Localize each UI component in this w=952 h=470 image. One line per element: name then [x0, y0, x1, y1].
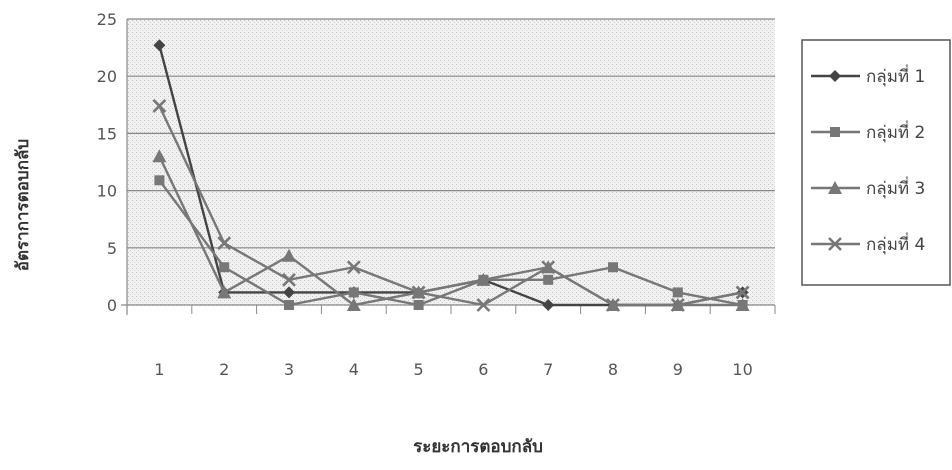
legend-marker-1: [829, 70, 841, 82]
x-tick-label-7: 7: [543, 360, 553, 379]
legend-marker-4-stroke-b: [828, 237, 842, 251]
series-2-point-8: [608, 262, 618, 273]
series-2-point-2: [219, 262, 230, 273]
x-tick-label-3: 3: [284, 360, 294, 379]
series-4-point-8: [606, 298, 620, 312]
plot-area: [127, 19, 775, 305]
series-3-point-4: [346, 298, 361, 311]
y-tick-label-5: 5: [107, 239, 117, 258]
plot-background: [127, 19, 775, 305]
gridlines: [127, 18, 775, 249]
y-tick-label-25: 25: [97, 10, 117, 29]
x-axis-title: ระยะการตอบกลับ: [413, 437, 543, 457]
legend-label-3: กลุ่มที่ 3: [866, 176, 925, 199]
x-tick-label-1: 1: [154, 360, 164, 379]
series-4-point-5: [411, 285, 426, 300]
legend: กลุ่มที่ 1 กลุ่มที่ 2 กลุ่มที่ 3 กลุ่มที่ 4: [801, 39, 951, 286]
legend-label-2: กลุ่มที่ 2: [866, 120, 925, 143]
series-4-point-10-stroke-b: [735, 285, 750, 300]
x-tick-labels: 1 2 3 4 5 6 7 8 9 10: [154, 360, 752, 379]
series-4-point-5-stroke-b: [411, 285, 426, 300]
series-2-point-9: [672, 287, 683, 298]
x-tick-label-2: 2: [219, 360, 229, 379]
series-2-point-3: [284, 300, 294, 310]
series-layer: [152, 39, 750, 312]
series-2-line: [158, 179, 743, 307]
series-3-point-10: [735, 298, 750, 311]
legend-label-4: กลุ่มที่ 4: [866, 232, 925, 255]
series-4-point-9: [670, 298, 685, 312]
series-3-point-6: [476, 272, 491, 286]
series-1-point-1: [153, 39, 166, 52]
legend-label-1: กลุ่มที่ 1: [866, 64, 925, 87]
legend-marker-4: [828, 237, 842, 251]
series-4-point-4: [346, 260, 361, 275]
series-4-point-2-stroke-b: [217, 236, 232, 251]
series-4-point-10: [735, 285, 750, 300]
legend-entry-1: กลุ่มที่ 1: [811, 64, 925, 87]
series-3-point-2: [217, 285, 232, 299]
y-tick-label-0: 0: [107, 296, 117, 315]
series-4-point-1: [152, 99, 167, 113]
series-4-point-7-stroke-b: [541, 260, 556, 275]
legend-entry-4: กลุ่มที่ 4: [811, 232, 925, 255]
series-4-point-9-stroke-b: [670, 298, 685, 312]
y-tick-label-10: 10: [97, 182, 117, 201]
series-4-point-1-stroke-b: [152, 99, 167, 113]
y-tick-label-15: 15: [97, 124, 117, 143]
series-4-point-2: [217, 236, 232, 251]
legend-entry-3: กลุ่มที่ 3: [811, 176, 925, 199]
legend-entry-2: กลุ่มที่ 2: [811, 120, 925, 143]
x-tick-label-5: 5: [414, 360, 424, 379]
series-4-line: [158, 105, 743, 307]
series-2-point-5: [413, 300, 424, 310]
series-2-point-1: [154, 175, 165, 186]
legend-marker-2: [830, 127, 840, 137]
series-4: [152, 99, 750, 312]
x-tick-label-6: 6: [478, 360, 488, 379]
legend-marker-3: [828, 181, 842, 194]
x-tick-label-4: 4: [349, 360, 359, 379]
series-4-point-4-stroke-b: [346, 260, 361, 275]
series-2-point-7: [543, 274, 554, 285]
y-axis-title: อัตราการตอบกลับ: [13, 139, 33, 271]
x-tick-label-8: 8: [608, 360, 618, 379]
series-4-point-8-stroke-b: [606, 298, 620, 312]
series-3-point-1: [152, 149, 167, 163]
series-4-point-6: [476, 298, 491, 312]
x-tick-label-9: 9: [673, 360, 683, 379]
series-4-point-3-stroke-b: [282, 272, 296, 287]
x-tick-label-10: 10: [732, 360, 752, 379]
series-3-point-3: [282, 248, 296, 262]
y-tick-label-20: 20: [97, 67, 117, 86]
series-2-point-4: [348, 287, 359, 298]
series-1-point-3: [283, 286, 295, 299]
series-1-point-7: [542, 299, 555, 311]
series-4-point-3: [282, 272, 296, 287]
y-tick-labels: 0 5 10 15 20 25: [97, 10, 117, 315]
series-4-point-6-stroke-b: [476, 298, 491, 312]
series-2: [154, 175, 748, 310]
series-4-point-7: [541, 260, 556, 275]
